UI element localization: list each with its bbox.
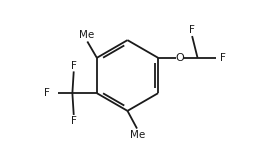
Text: F: F	[189, 25, 195, 35]
Text: O: O	[175, 53, 184, 63]
Text: F: F	[71, 116, 77, 126]
Text: Me: Me	[130, 130, 145, 140]
Text: Me: Me	[79, 30, 94, 40]
Text: F: F	[44, 88, 50, 98]
Text: F: F	[71, 61, 77, 71]
Text: F: F	[220, 53, 226, 63]
